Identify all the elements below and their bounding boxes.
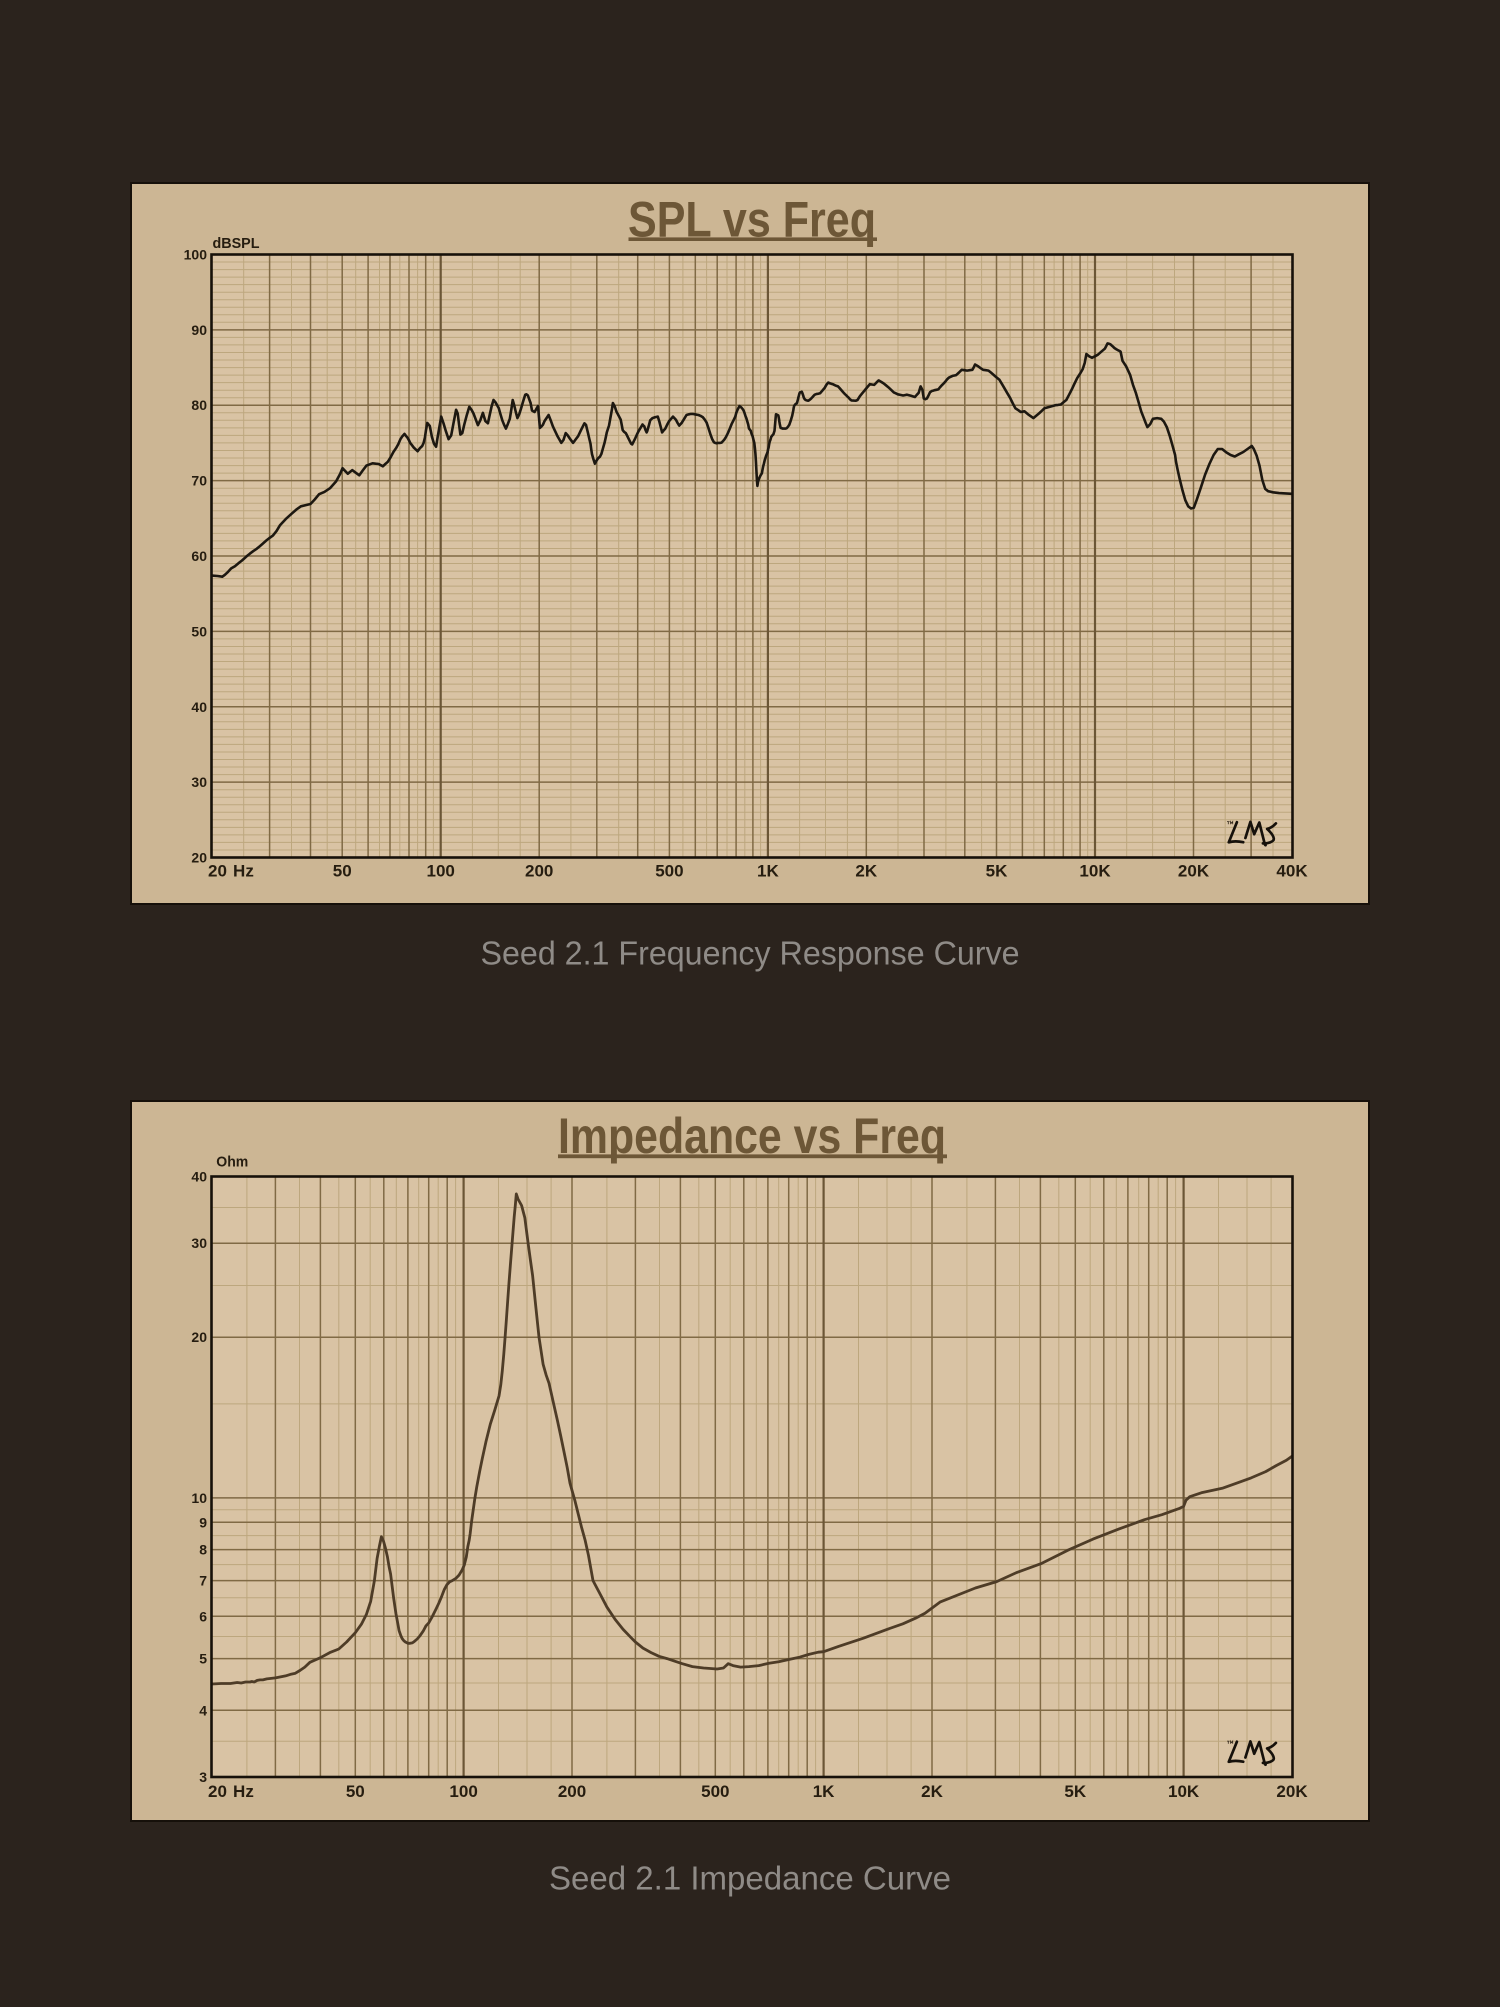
svg-text:30: 30 — [191, 1235, 207, 1251]
svg-text:dBSPL: dBSPL — [213, 235, 260, 252]
svg-text:70: 70 — [191, 473, 207, 489]
svg-text:200: 200 — [525, 862, 553, 881]
svg-text:30: 30 — [191, 774, 207, 790]
svg-text:1K: 1K — [757, 862, 779, 881]
svg-text:7: 7 — [199, 1573, 207, 1589]
svg-text:5K: 5K — [986, 862, 1008, 881]
svg-text:2K: 2K — [855, 862, 877, 881]
svg-text:9: 9 — [199, 1514, 207, 1530]
svg-text:40: 40 — [191, 699, 207, 715]
svg-text:Seed 2.1 Impedance Curve: Seed 2.1 Impedance Curve — [549, 1859, 951, 1896]
svg-text:200: 200 — [558, 1782, 586, 1801]
svg-text:20: 20 — [191, 1329, 207, 1345]
svg-text:100: 100 — [449, 1782, 477, 1801]
svg-text:20 Hz: 20 Hz — [208, 1782, 254, 1801]
svg-text:500: 500 — [701, 1782, 729, 1801]
svg-text:20 Hz: 20 Hz — [208, 862, 254, 881]
svg-text:50: 50 — [191, 623, 207, 639]
svg-text:2K: 2K — [921, 1782, 943, 1801]
svg-text:20K: 20K — [1276, 1782, 1308, 1801]
svg-text:10K: 10K — [1168, 1782, 1200, 1801]
svg-text:6: 6 — [199, 1608, 207, 1624]
svg-text:40: 40 — [191, 1169, 207, 1185]
svg-text:8: 8 — [199, 1542, 207, 1558]
svg-text:40K: 40K — [1276, 862, 1308, 881]
svg-text:1K: 1K — [813, 1782, 835, 1801]
svg-text:100: 100 — [427, 862, 455, 881]
svg-text:Seed 2.1 Frequency Response Cu: Seed 2.1 Frequency Response Curve — [481, 934, 1020, 971]
svg-text:60: 60 — [191, 548, 207, 564]
svg-text:90: 90 — [191, 322, 207, 338]
svg-text:10K: 10K — [1079, 862, 1111, 881]
svg-text:50: 50 — [333, 862, 352, 881]
svg-text:100: 100 — [184, 247, 208, 263]
svg-text:10: 10 — [191, 1490, 207, 1506]
svg-text:5: 5 — [199, 1651, 207, 1667]
svg-text:4: 4 — [199, 1702, 207, 1718]
svg-text:3: 3 — [199, 1769, 207, 1785]
svg-text:20K: 20K — [1178, 862, 1210, 881]
svg-text:20: 20 — [191, 850, 207, 866]
svg-text:80: 80 — [191, 397, 207, 413]
svg-text:5K: 5K — [1064, 1782, 1086, 1801]
svg-text:500: 500 — [655, 862, 683, 881]
svg-text:50: 50 — [346, 1782, 365, 1801]
svg-text:Ohm: Ohm — [216, 1154, 248, 1171]
